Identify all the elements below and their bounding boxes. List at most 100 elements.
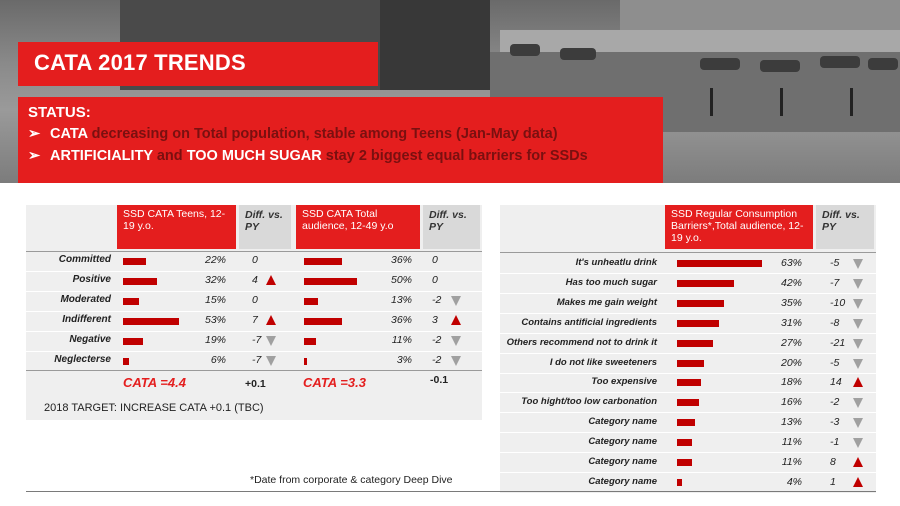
wall-shape: [500, 30, 900, 52]
barrier-bar: [677, 419, 695, 426]
row-label: Category name: [588, 416, 657, 427]
teens-diff: -7: [252, 334, 262, 346]
total-diff: -2: [432, 294, 442, 306]
trend-down-icon: [266, 336, 276, 346]
trend-down-icon: [853, 259, 863, 269]
row-label: Has too much sugar: [565, 277, 657, 288]
row-label: Too expensive: [591, 376, 657, 387]
car-shape: [760, 60, 800, 72]
trend-down-icon: [853, 398, 863, 408]
total-value: 50%: [390, 274, 412, 286]
trend-up-icon: [853, 457, 863, 467]
trend-up-icon: [266, 275, 276, 285]
barrier-bar: [677, 300, 725, 307]
teens-diff: -7: [252, 354, 262, 366]
total-value: 3%: [396, 354, 412, 366]
barrier-bar: [677, 479, 683, 486]
trend-down-icon: [853, 279, 863, 289]
bullet-keyword: TOO MUCH SUGAR: [186, 148, 322, 164]
trend-down-icon: [266, 356, 276, 366]
divider: [26, 370, 482, 371]
diff-header: Diff. vs. PY: [239, 205, 291, 249]
barrier-bar: [677, 340, 714, 347]
barrier-diff: -5: [830, 357, 840, 369]
row-label: Indifferent: [62, 314, 111, 325]
barrier-diff: -7: [830, 277, 840, 289]
divider: [500, 252, 876, 253]
row-divider: [26, 351, 482, 352]
row-label: Neglecterse: [54, 354, 111, 365]
trend-down-icon: [853, 359, 863, 369]
total-value: 36%: [390, 254, 412, 266]
total-bar: [304, 258, 342, 265]
teens-bar: [123, 318, 179, 325]
row-divider: [500, 313, 876, 314]
row-divider: [500, 333, 876, 334]
teens-value: 22%: [204, 254, 226, 266]
row-label: Committed: [58, 254, 111, 265]
teens-value: 6%: [210, 354, 226, 366]
barrier-value: 27%: [780, 337, 802, 349]
trend-down-icon: [853, 299, 863, 309]
row-divider: [500, 273, 876, 274]
barrier-diff: -8: [830, 317, 840, 329]
barrier-bar: [677, 260, 763, 267]
teens-diff: 0: [252, 294, 258, 306]
barrier-diff: -10: [830, 297, 846, 309]
row-label: Positive: [72, 274, 111, 285]
barrier-value: 31%: [780, 317, 802, 329]
barriers-header: SSD Regular Consumption Barriers*,Total …: [665, 205, 813, 249]
total-bar: [304, 358, 308, 365]
barrier-value: 11%: [781, 456, 802, 468]
bullet-text: decreasing on Total population, stable a…: [87, 126, 558, 142]
barrier-value: 18%: [780, 376, 802, 388]
bullet-arrow-icon: ➢: [28, 126, 41, 142]
teens-diff: 7: [252, 314, 258, 326]
teens-header: SSD CATA Teens, 12-19 y.o.: [117, 205, 236, 249]
bullet-keyword: ARTIFICIALITY: [50, 148, 153, 164]
trend-down-icon: [853, 339, 863, 349]
footnote: *Date from corporate & category Deep Div…: [250, 474, 453, 486]
truck-cab-shape: [380, 0, 490, 90]
total-bar: [304, 338, 316, 345]
total-header: SSD CATA Total audience, 12-49 y.o: [296, 205, 420, 249]
barrier-diff: -1: [830, 436, 840, 448]
total-bar: [304, 298, 318, 305]
teens-value: 32%: [204, 274, 226, 286]
row-label: Negative: [69, 334, 111, 345]
row-label: I do not like sweeteners: [549, 357, 657, 368]
car-shape: [700, 58, 740, 70]
row-divider: [500, 353, 876, 354]
trend-down-icon: [451, 296, 461, 306]
bullet-text: stay 2 biggest equal barriers for SSDs: [321, 148, 588, 164]
target-text: 2018 TARGET: INCREASE CATA +0.1 (TBC): [44, 402, 264, 414]
cata-teens-diff: +0.1: [245, 378, 266, 390]
trend-down-icon: [853, 319, 863, 329]
post-shape: [780, 88, 783, 116]
teens-bar: [123, 258, 147, 265]
row-divider: [500, 432, 876, 433]
page-title: CATA 2017 TRENDS: [34, 50, 246, 75]
post-shape: [710, 88, 713, 116]
barrier-diff: 14: [830, 376, 842, 388]
row-divider: [26, 311, 482, 312]
barrier-bar: [677, 459, 692, 466]
barrier-value: 63%: [780, 257, 802, 269]
row-label: Makes me gain weight: [556, 297, 657, 308]
total-diff: 3: [432, 314, 438, 326]
title-box: [18, 42, 378, 86]
row-label: It's unheatlu drink: [575, 257, 657, 268]
barrier-value: 16%: [780, 396, 802, 408]
diff-header: Diff. vs. PY: [816, 205, 874, 249]
total-bar: [304, 318, 342, 325]
trend-up-icon: [853, 377, 863, 387]
row-label: Category name: [588, 476, 657, 487]
row-divider: [500, 452, 876, 453]
row-divider: [500, 472, 876, 473]
bottom-rule: [26, 491, 876, 492]
barrier-bar: [677, 280, 734, 287]
total-diff: 0: [432, 274, 438, 286]
barrier-diff: 1: [830, 476, 836, 488]
bullet-text: and: [152, 148, 187, 164]
trend-down-icon: [853, 438, 863, 448]
